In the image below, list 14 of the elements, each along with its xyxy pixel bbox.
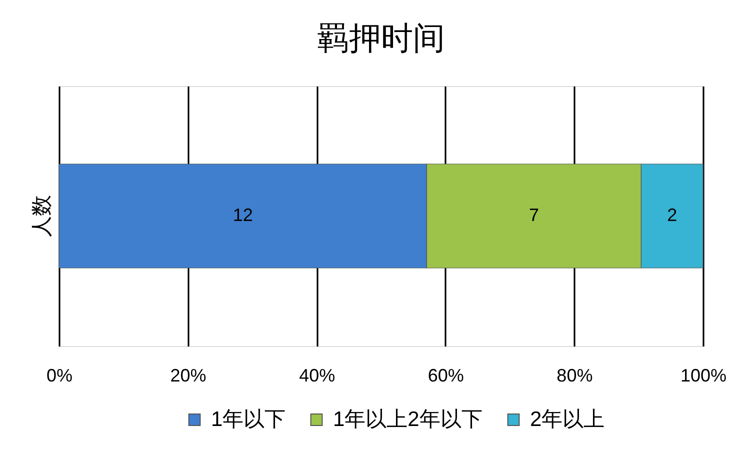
annotation: 7 <box>528 205 539 225</box>
x-tick-label: 100% <box>680 366 727 386</box>
legend-label: 1年以上2年以下 <box>333 408 482 431</box>
x-tick-label: 40% <box>299 366 336 386</box>
annotation: 12 <box>232 205 253 225</box>
legend-label: 1年以下 <box>211 408 286 431</box>
x-tick-label: 0% <box>46 366 73 386</box>
y-tick-label: 人数 <box>30 195 54 237</box>
x-tick-label: 20% <box>170 366 206 386</box>
x-tick-label: 80% <box>556 366 593 386</box>
x-tick-label: 60% <box>428 366 464 386</box>
legend-label: 2年以上 <box>530 408 605 431</box>
chart-title: 羁押时间 <box>317 20 445 56</box>
annotation: 2 <box>667 205 678 225</box>
